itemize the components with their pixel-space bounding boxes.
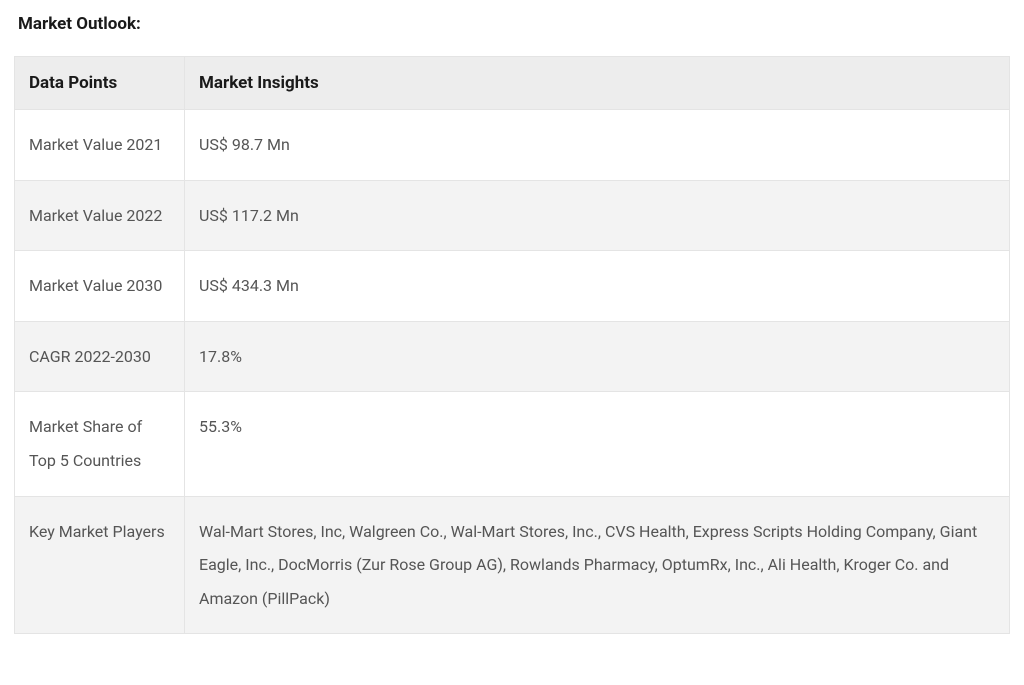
cell-data-point: CAGR 2022-2030 [15, 321, 185, 392]
section-title: Market Outlook: [14, 14, 1010, 34]
col-header-data-points: Data Points [15, 57, 185, 110]
table-row: Market Value 2030 US$ 434.3 Mn [15, 251, 1010, 322]
cell-insight: 55.3% [185, 392, 1010, 496]
cell-data-point: Market Share of Top 5 Countries [15, 392, 185, 496]
table-row: Key Market Players Wal-Mart Stores, Inc,… [15, 496, 1010, 634]
cell-data-point: Market Value 2022 [15, 180, 185, 251]
table-row: Market Value 2021 US$ 98.7 Mn [15, 110, 1010, 181]
col-header-market-insights: Market Insights [185, 57, 1010, 110]
cell-insight: Wal-Mart Stores, Inc, Walgreen Co., Wal-… [185, 496, 1010, 634]
table-row: Market Value 2022 US$ 117.2 Mn [15, 180, 1010, 251]
market-outlook-table: Data Points Market Insights Market Value… [14, 56, 1010, 634]
cell-insight: 17.8% [185, 321, 1010, 392]
table-row: CAGR 2022-2030 17.8% [15, 321, 1010, 392]
table-row: Market Share of Top 5 Countries 55.3% [15, 392, 1010, 496]
cell-insight: US$ 117.2 Mn [185, 180, 1010, 251]
table-header-row: Data Points Market Insights [15, 57, 1010, 110]
cell-insight: US$ 434.3 Mn [185, 251, 1010, 322]
cell-data-point: Market Value 2030 [15, 251, 185, 322]
cell-data-point: Key Market Players [15, 496, 185, 634]
cell-data-point: Market Value 2021 [15, 110, 185, 181]
cell-insight: US$ 98.7 Mn [185, 110, 1010, 181]
